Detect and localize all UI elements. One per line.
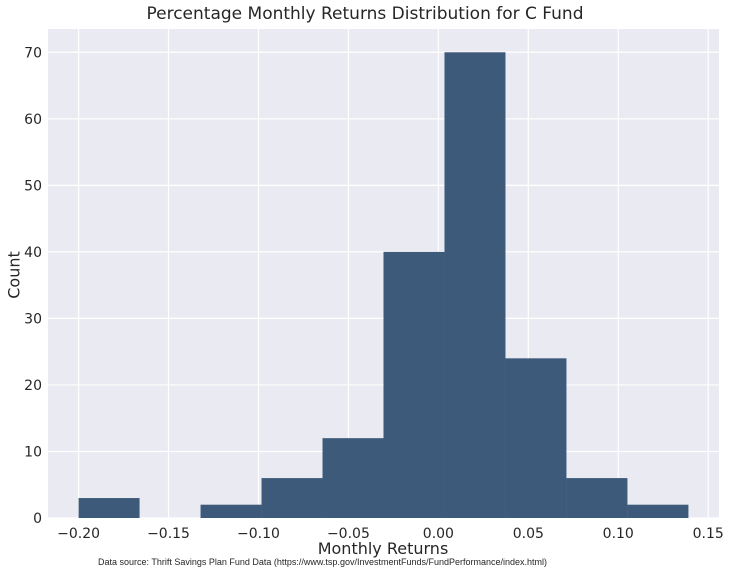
x-tick-label: −0.15 [147,526,190,542]
x-tick-label: −0.20 [57,526,100,542]
x-tick-label: 0.00 [423,526,454,542]
histogram-bar [383,251,445,518]
x-tick-label: 0.05 [513,526,544,542]
y-tick-label: 70 [24,45,42,61]
x-tick-label: −0.05 [327,526,370,542]
x-axis-label: Monthly Returns [317,539,449,558]
y-tick-label: 60 [24,112,42,128]
histogram-bar [505,358,567,518]
histogram-bars [78,52,689,519]
y-tick-label: 20 [24,378,42,394]
x-tick-label: 0.10 [603,526,634,542]
histogram-bar [200,504,262,518]
x-tick-label: −0.10 [237,526,280,542]
y-tick-label: 40 [24,245,42,261]
histogram-bar [566,478,628,518]
y-tick-label: 0 [33,511,42,527]
histogram-bar [322,438,384,518]
histogram-bar [78,498,140,518]
y-axis-label: Count [4,251,24,299]
y-tick-label: 10 [24,444,42,460]
chart-title: Percentage Monthly Returns Distribution … [146,4,584,24]
histogram-bar [627,504,689,518]
y-tick-label: 50 [24,178,42,194]
histogram-bar [261,478,323,518]
histogram-bar [444,52,506,519]
y-tick-label: 30 [24,311,42,327]
x-axis-ticks: −0.20 −0.15 −0.10 −0.05 0.00 0.05 0.10 0.15 [57,526,724,542]
y-axis-ticks: 0 10 20 30 40 50 60 70 [24,45,42,527]
x-tick-label: 0.15 [693,526,724,542]
data-source-note: Data source: Thrift Savings Plan Fund Da… [98,557,548,567]
